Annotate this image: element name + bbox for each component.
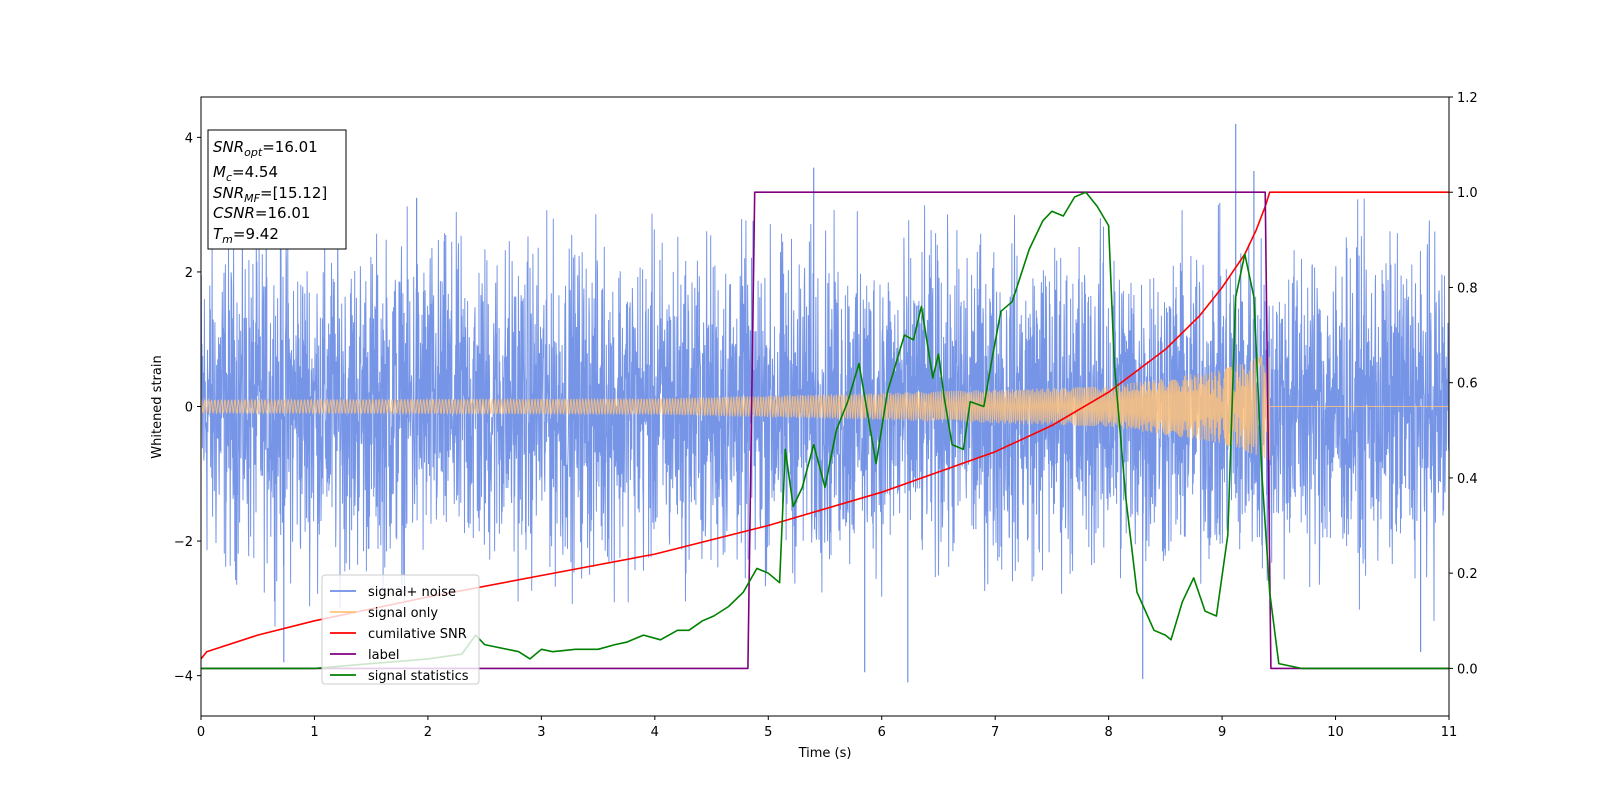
x-tick-label-7: 7	[991, 725, 999, 740]
x-tick-label-11: 11	[1441, 725, 1458, 740]
y-tick-label-4: −4	[174, 670, 193, 685]
annotation-box: SNRopt=16.01 Mc=4.54 SNRMF=[15.12] CSNR=…	[207, 129, 347, 250]
y2-tick-label-4: 0.4	[1457, 472, 1478, 487]
y-axis-title: Whitened strain	[150, 355, 165, 458]
y-tick-label-1: 2	[185, 266, 193, 281]
y2-tick-label-1: 1.0	[1457, 186, 1478, 201]
x-tick-label-4: 4	[651, 725, 659, 740]
annotation-line-5: Tm=9.42	[213, 225, 279, 246]
x-tick-label-10: 10	[1327, 725, 1344, 740]
x-tick-label-3: 3	[537, 725, 545, 740]
y-axis-left: 4 2 0 −2 −4	[174, 131, 201, 685]
legend-label-signal-statistics: signal statistics	[368, 669, 469, 684]
y2-tick-label-5: 0.2	[1457, 567, 1478, 582]
annotation-frame	[207, 129, 347, 250]
legend-frame	[321, 574, 480, 685]
x-tick-label-8: 8	[1104, 725, 1112, 740]
y2-tick-label-0: 1.2	[1457, 91, 1478, 106]
annotation-line-4: CSNR=16.01	[213, 204, 310, 222]
legend-label-signal-only: signal only	[368, 606, 438, 621]
legend-label-cumilative-snr: cumilative SNR	[368, 627, 467, 642]
x-tick-label-6: 6	[878, 725, 886, 740]
y-tick-label-2: 0	[185, 401, 193, 416]
x-tick-label-5: 5	[764, 725, 772, 740]
x-tick-label-1: 1	[310, 725, 318, 740]
series-layer	[201, 123, 1449, 683]
x-axis-title: Time (s)	[798, 746, 852, 761]
y2-tick-label-2: 0.8	[1457, 281, 1478, 296]
x-tick-label-2: 2	[424, 725, 432, 740]
y2-tick-label-6: 0.0	[1457, 662, 1478, 677]
annotation-line-1: SNRopt=16.01	[213, 138, 318, 159]
annotation-line-3: SNRMF=[15.12]	[213, 184, 327, 205]
series-signal-statistics	[201, 191, 1449, 670]
y-tick-label-0: 4	[185, 131, 193, 146]
y-tick-label-3: −2	[174, 535, 193, 550]
y2-tick-label-3: 0.6	[1457, 377, 1478, 392]
series-signal-only	[201, 354, 1449, 461]
legend-label-signal-noise: signal+ noise	[368, 585, 456, 600]
legend: signal+ noise signal only cumilative SNR la…	[321, 574, 480, 685]
x-axis: 0 1 2 3 4 5 6 7 8 9 10 11	[197, 716, 1457, 740]
y-axis-right: 1.2 1.0 0.8 0.6 0.4 0.2 0.0	[1449, 91, 1478, 677]
annotation-line-2: Mc=4.54	[213, 163, 278, 184]
legend-label-label: label	[368, 648, 399, 663]
x-tick-label-9: 9	[1218, 725, 1226, 740]
x-tick-label-0: 0	[197, 725, 205, 740]
